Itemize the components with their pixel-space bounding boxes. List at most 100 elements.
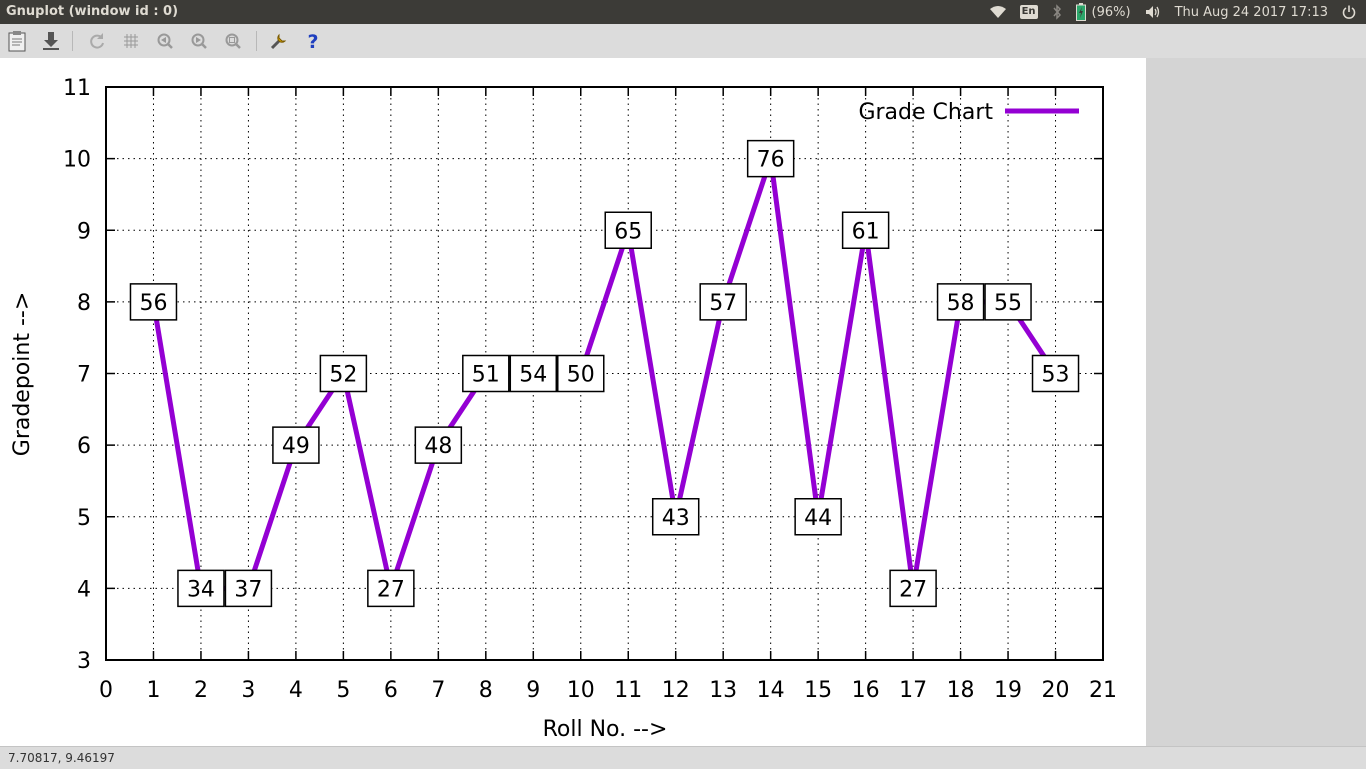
x-tick-label: 2 [194, 678, 208, 703]
y-tick-labels: 3 4 5 6 7 8 9 10 11 [63, 76, 91, 674]
power-icon[interactable] [1342, 0, 1356, 24]
help-icon[interactable]: ? [301, 29, 325, 53]
data-label: 57 [699, 283, 747, 321]
toolbar: ? [0, 24, 1366, 58]
data-label-text: 53 [1042, 363, 1070, 388]
data-label: 44 [794, 498, 842, 536]
svg-text:?: ? [307, 31, 318, 51]
mouse-coordinates: 7.70817, 9.46197 [8, 751, 115, 765]
window-title: Gnuplot (window id : 0) [6, 4, 179, 19]
data-label-box [841, 211, 890, 249]
replot-icon[interactable] [85, 29, 109, 53]
data-label: 54 [509, 354, 558, 393]
toolbar-separator [256, 31, 257, 51]
data-label: 27 [367, 569, 415, 608]
zoom-next-icon[interactable] [187, 29, 211, 53]
data-label-text: 50 [567, 363, 595, 388]
bluetooth-icon[interactable] [1052, 0, 1062, 24]
data-label-text: 34 [187, 577, 215, 602]
data-label-box [367, 569, 415, 608]
plot-border [105, 86, 1104, 661]
data-label-text: 55 [994, 291, 1022, 316]
x-tick-label: 14 [757, 678, 785, 703]
x-tick-labels: 0 1 2 3 4 5 6 7 8 9 10 11 12 13 14 15 16 17 18 19 20 21 [99, 678, 1117, 703]
y-tick-label: 7 [77, 363, 91, 388]
data-label-text: 51 [472, 363, 500, 388]
x-tick-label: 15 [804, 678, 832, 703]
x-tick-label: 11 [614, 678, 642, 703]
data-label-box [794, 498, 842, 536]
y-tick-label: 5 [77, 506, 91, 531]
data-label-text: 58 [947, 291, 975, 316]
y-tick-label: 6 [77, 434, 91, 459]
window-background [1146, 58, 1366, 746]
data-label: 51 [462, 354, 510, 393]
data-label-text: 44 [804, 506, 832, 531]
data-label-box [509, 354, 558, 393]
x-tick-label: 12 [662, 678, 690, 703]
x-tick-label: 0 [99, 678, 113, 703]
y-tick-label: 11 [63, 76, 91, 101]
datetime[interactable]: Thu Aug 24 2017 17:13 [1174, 4, 1328, 20]
data-label: 65 [604, 211, 652, 249]
y-tick-label: 10 [63, 148, 91, 173]
chart-canvas[interactable]: 0 1 2 3 4 5 6 7 8 9 10 11 12 13 14 15 16 17 18 19 20 21 34567… [0, 58, 1146, 746]
x-tick-label: 9 [526, 678, 540, 703]
data-label: 43 [651, 498, 700, 536]
export-icon[interactable] [39, 29, 63, 53]
data-label-text: 27 [899, 577, 927, 602]
data-label: 27 [889, 569, 937, 608]
data-label-text: 43 [662, 506, 690, 531]
data-label-box [604, 211, 652, 249]
x-tick-label: 18 [947, 678, 975, 703]
keyboard-icon[interactable]: En [1019, 0, 1038, 24]
keyboard-layout: En [1019, 5, 1038, 19]
x-tick-label: 5 [336, 678, 350, 703]
status-bar: 7.70817, 9.46197 [0, 746, 1366, 769]
autoscale-icon[interactable] [221, 29, 245, 53]
data-label-box [889, 569, 937, 608]
x-tick-label: 3 [241, 678, 255, 703]
data-label-box [699, 283, 747, 321]
volume-icon[interactable] [1145, 0, 1161, 24]
data-label-box [272, 426, 320, 464]
y-tick-label: 3 [77, 649, 91, 674]
legend-entry-label: Grade Chart [858, 100, 993, 125]
battery-icon[interactable] [1075, 0, 1086, 24]
x-tick-label: 1 [146, 678, 160, 703]
copy-clipboard-icon[interactable] [5, 29, 29, 53]
data-label-box [651, 498, 700, 536]
data-label: 49 [272, 426, 320, 464]
zoom-previous-icon[interactable] [153, 29, 177, 53]
x-tick-label: 4 [289, 678, 303, 703]
grid-icon[interactable] [119, 29, 143, 53]
y-tick-label: 9 [77, 219, 91, 244]
data-label-box [177, 569, 225, 608]
data-label-box [1031, 354, 1080, 393]
x-tick-label: 16 [852, 678, 880, 703]
x-tick-label: 21 [1089, 678, 1117, 703]
data-label-box [319, 354, 368, 393]
x-tick-label: 8 [479, 678, 493, 703]
data-label-text: 37 [234, 577, 262, 602]
options-icon[interactable] [267, 29, 291, 53]
data-label: 52 [319, 354, 368, 393]
data-label-text: 61 [852, 219, 880, 244]
data-label-text: 57 [709, 291, 737, 316]
x-tick-label: 6 [384, 678, 398, 703]
data-label: 37 [224, 569, 273, 608]
data-label: 48 [414, 426, 463, 464]
x-tick-label: 17 [899, 678, 927, 703]
data-label-box [984, 283, 1032, 321]
data-label-box [936, 283, 985, 321]
data-label-text: 54 [519, 363, 547, 388]
data-label-text: 27 [377, 577, 405, 602]
wifi-icon[interactable] [989, 0, 1006, 24]
data-label-text: 48 [424, 434, 452, 459]
y-tick-label: 4 [77, 577, 91, 602]
data-label: 56 [129, 283, 178, 321]
data-label-box [462, 354, 510, 393]
legend: Grade Chart [858, 100, 1079, 125]
data-label: 61 [841, 211, 890, 249]
